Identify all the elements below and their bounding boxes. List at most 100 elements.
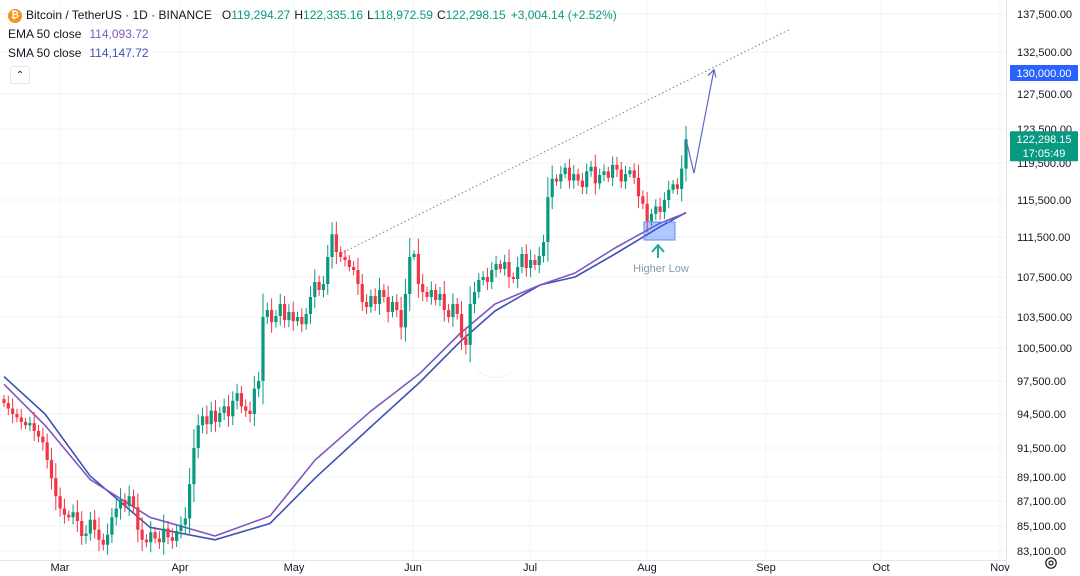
candle-body (317, 282, 321, 290)
target-price-label: 130,000.00 (1016, 68, 1071, 80)
candle-body (23, 421, 28, 426)
drawing-layer: Higher Low (339, 28, 791, 378)
candle-body (567, 167, 572, 181)
candle-body (455, 304, 459, 314)
candle-body (580, 180, 585, 188)
candle-body (347, 260, 351, 267)
time-tick-label: May (284, 562, 305, 574)
candle-body (516, 267, 520, 279)
candle-body (667, 189, 671, 200)
candle-body (658, 206, 662, 213)
up-arrow-icon (651, 243, 665, 253)
candle-body (623, 174, 628, 182)
settings-gear-icon[interactable] (1044, 556, 1058, 570)
candle-body (326, 257, 330, 284)
candle-body (537, 256, 541, 265)
candle-body (127, 496, 131, 506)
candle-body (183, 518, 187, 525)
candle-body (140, 529, 144, 540)
price-tick-label: 89,100.00 (1017, 472, 1066, 484)
candle-body (304, 314, 308, 325)
candle-body (32, 423, 36, 431)
candle-body (645, 203, 649, 222)
candle-body (403, 294, 408, 328)
candle-body (662, 200, 667, 213)
candle-body (93, 519, 97, 530)
candle-body (205, 416, 209, 425)
price-tick-label: 83,100.00 (1017, 546, 1066, 558)
candle-body (274, 316, 278, 323)
candle-body (520, 254, 524, 267)
candle-body (615, 164, 619, 170)
high-key: H (294, 8, 304, 22)
candle-body (563, 167, 567, 175)
candle-body (589, 166, 593, 172)
candle-body (507, 262, 511, 277)
candle-body (671, 184, 675, 190)
candle-body (481, 277, 485, 280)
candle-body (585, 171, 589, 188)
candle-body (550, 178, 554, 198)
candle-body (278, 304, 282, 316)
higher-low-zone (643, 221, 676, 241)
candle-body (533, 260, 537, 265)
chart-grid (0, 0, 1006, 560)
candle-body (503, 262, 507, 269)
candle-body (28, 423, 32, 426)
change-value: +3,004.14 (+2.52%) (510, 8, 617, 22)
candle-body (446, 310, 451, 317)
projection-arrowhead (707, 68, 717, 78)
candle-body (49, 460, 54, 479)
symbol-title[interactable]: Bitcoin / TetherUS · 1D · BINANCE (26, 8, 212, 22)
candle-body (222, 406, 226, 413)
symbol-row: ₿ Bitcoin / TetherUS · 1D · BINANCE O 119… (8, 6, 617, 25)
time-tick-label: Nov (990, 562, 1010, 574)
candle-body (244, 406, 248, 411)
candle-body (529, 260, 533, 268)
candle-body (377, 290, 382, 304)
low-key: L (367, 8, 374, 22)
candle-body (200, 416, 205, 426)
candle-body (468, 304, 472, 345)
time-tick-label: Oct (872, 562, 889, 574)
price-tick-label: 87,100.00 (1017, 496, 1066, 508)
candle-body (498, 264, 502, 269)
candle-body (2, 399, 6, 403)
candle-body (606, 171, 610, 178)
candle-body (541, 242, 546, 256)
candle-body (144, 539, 149, 543)
candle-body (118, 499, 123, 509)
ema-row[interactable]: EMA 50 close 114,093.72 (8, 25, 617, 44)
candle-body (291, 312, 295, 322)
candle-body (110, 517, 114, 535)
candle-body (593, 166, 597, 184)
candle-body (390, 302, 395, 312)
candle-body (395, 302, 399, 310)
candle-body (149, 532, 153, 543)
candle-body (248, 410, 252, 414)
candle-body (75, 512, 79, 521)
sma-row[interactable]: SMA 50 close 114,147.72 (8, 44, 617, 63)
price-tick-label: 100,500.00 (1017, 343, 1072, 355)
candle-body (382, 290, 386, 297)
candle-body (157, 538, 161, 543)
candle-body (477, 280, 481, 292)
candle-body (15, 414, 19, 418)
candle-body (334, 234, 338, 252)
candle-body (524, 254, 528, 268)
candle-body (114, 508, 118, 518)
time-tick-label: Mar (51, 562, 70, 574)
candle-body (80, 521, 84, 536)
candle-body (218, 412, 222, 422)
collapse-legend-button[interactable]: ⌃ (10, 66, 30, 84)
candle-body (321, 284, 326, 290)
candle-body (434, 290, 438, 300)
price-tick-label: 91,500.00 (1017, 443, 1066, 455)
candle-body (6, 403, 10, 409)
candle-body (308, 297, 313, 314)
candle-body (421, 284, 425, 292)
close-value: 122,298.15 (445, 8, 506, 22)
candle-body (88, 519, 92, 534)
